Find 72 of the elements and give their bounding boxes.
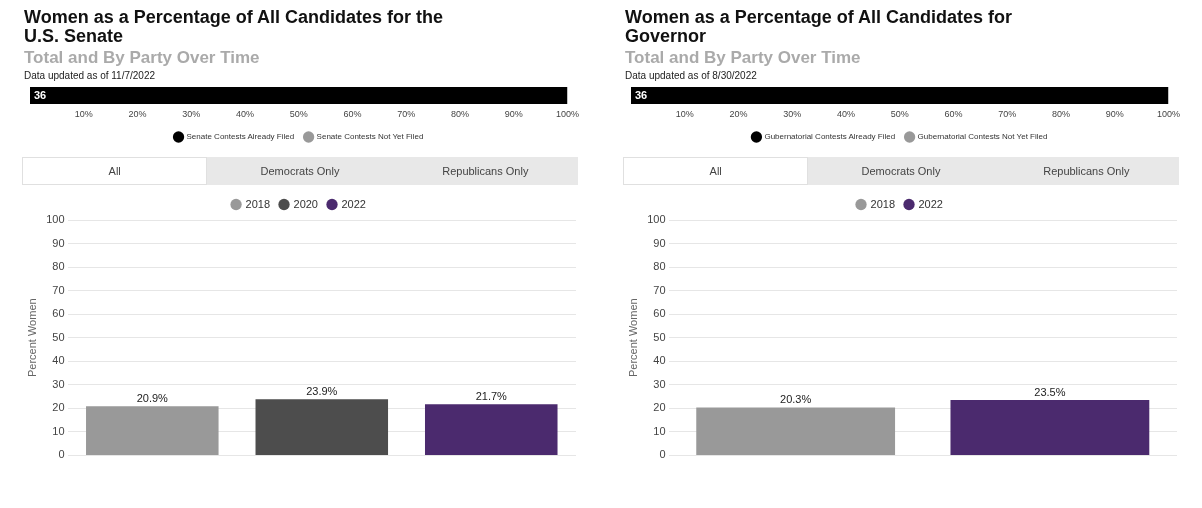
tab: All — [22, 157, 208, 185]
tab: Democrats Only — [808, 157, 994, 185]
chart-title: Women as a Percentage of All Candidates for the U.S. Senate — [23, 7, 445, 46]
y-tick-label: 20 — [52, 401, 65, 414]
x-tick-label: 50% — [890, 109, 909, 120]
x-tick-label: 90% — [1105, 109, 1124, 120]
y-tick-label: 60 — [653, 307, 666, 320]
y-tick-label: 70 — [653, 283, 666, 296]
legend-label: 2022 — [918, 197, 943, 210]
x-tick-label: 20% — [128, 109, 147, 120]
text: Data updated as of 11/7/2022 — [23, 70, 157, 81]
x-tick-label: 90% — [504, 109, 523, 120]
tab: All — [623, 157, 809, 185]
y-tick-label: 20 — [653, 401, 666, 414]
data-label: 20.3% — [780, 393, 812, 406]
y-tick-label: 60 — [52, 307, 65, 320]
annotation: 36 — [34, 88, 47, 101]
legend-label: Senate Contests Already Filed — [186, 132, 295, 142]
chart-subtitle: Total and By Party Over Time — [624, 48, 862, 68]
legend-label: 2018 — [870, 197, 896, 210]
x-tick-label: 80% — [1051, 109, 1070, 120]
x-tick-label: 40% — [235, 109, 254, 120]
y-tick-label: 30 — [653, 377, 666, 390]
y-axis-title: Percent Women — [626, 298, 639, 378]
y-tick-label: 100 — [647, 213, 666, 226]
x-tick-label: 80% — [450, 109, 469, 120]
y-tick-label: 10 — [52, 424, 65, 437]
legend-label: Senate Contests Not Yet Filed — [316, 132, 424, 142]
x-tick-label: 10% — [675, 109, 694, 120]
y-tick-label: 30 — [52, 377, 65, 390]
y-tick-label: 10 — [653, 424, 666, 437]
x-tick-label: 60% — [343, 109, 362, 120]
y-axis-title: Percent Women — [25, 298, 38, 378]
tab: Democrats Only — [207, 157, 393, 185]
legend-label: 2022 — [341, 197, 366, 210]
y-tick-label: 90 — [653, 236, 666, 249]
data-label: 23.9% — [306, 384, 338, 397]
x-tick-label: 70% — [397, 109, 416, 120]
x-tick-label: 10% — [74, 109, 93, 120]
y-tick-label: 0 — [58, 448, 65, 461]
y-tick-label: 80 — [52, 260, 65, 273]
x-tick-label: 40% — [836, 109, 855, 120]
y-tick-label: 40 — [653, 354, 666, 367]
chart-title: Women as a Percentage of All Candidates for Governor — [624, 7, 1014, 46]
y-tick-label: 50 — [653, 330, 666, 343]
x-tick-label: 50% — [289, 109, 308, 120]
x-tick-label: 100% — [1156, 109, 1181, 120]
y-tick-label: 90 — [52, 236, 65, 249]
x-tick-label: 60% — [944, 109, 963, 120]
tab: Republicans Only — [993, 157, 1179, 185]
legend-label: Gubernatorial Contests Already Filed — [764, 132, 896, 142]
x-tick-label: 70% — [998, 109, 1017, 120]
legend-label: Gubernatorial Contests Not Yet Filed — [917, 132, 1048, 142]
y-tick-label: 100 — [46, 213, 65, 226]
y-tick-label: 0 — [659, 448, 666, 461]
x-tick-label: 30% — [182, 109, 201, 120]
data-label: 21.7% — [475, 389, 508, 402]
y-tick-label: 70 — [52, 283, 65, 296]
y-tick-label: 40 — [52, 354, 65, 367]
x-tick-label: 30% — [783, 109, 802, 120]
legend-label: 2018 — [245, 197, 271, 210]
x-tick-label: 100% — [555, 109, 580, 120]
y-tick-label: 80 — [653, 260, 666, 273]
chart-subtitle: Total and By Party Over Time — [23, 48, 261, 68]
x-tick-label: 20% — [729, 109, 748, 120]
y-tick-label: 50 — [52, 330, 65, 343]
text: Data updated as of 8/30/2022 — [624, 70, 758, 81]
legend-label: 2020 — [293, 197, 318, 210]
annotation: 36 — [635, 88, 648, 101]
tab: Republicans Only — [392, 157, 578, 185]
data-label: 23.5% — [1034, 385, 1066, 398]
data-label: 20.9% — [136, 391, 169, 404]
